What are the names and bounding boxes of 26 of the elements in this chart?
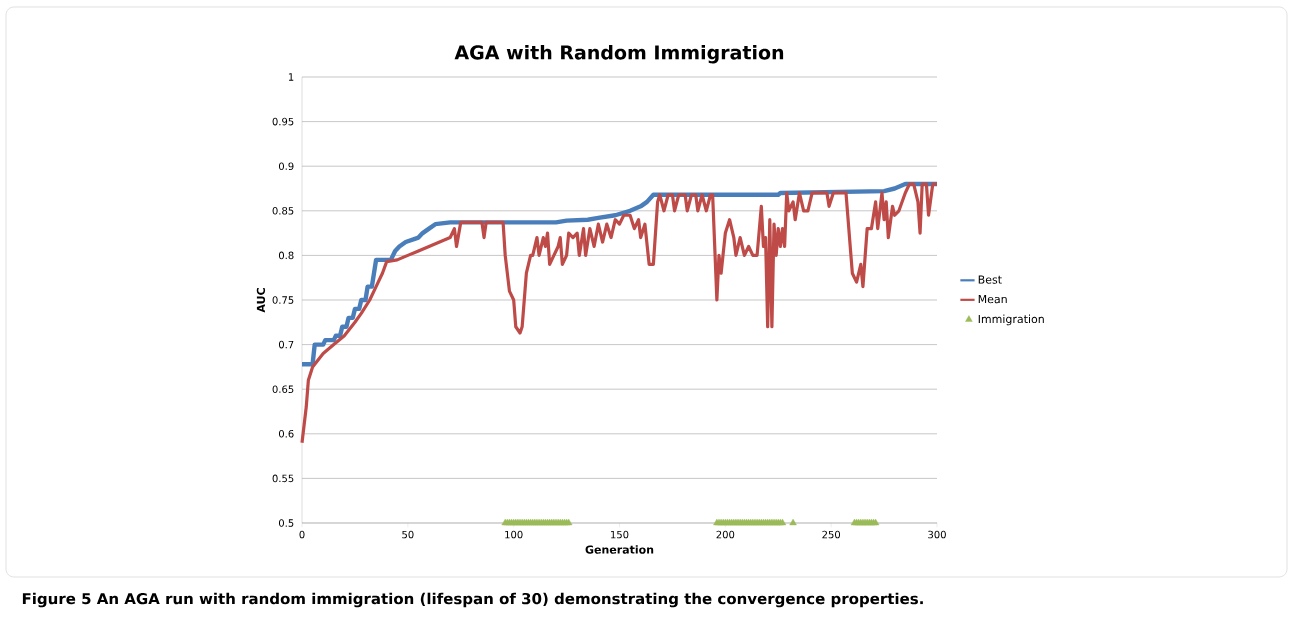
y-tick-label: 0.8 (278, 251, 294, 260)
y-tick-label: 0.5 (278, 519, 294, 527)
x-tick-label: 150 (611, 530, 629, 539)
x-tick-label: 100 (505, 530, 523, 539)
y-tick-label: 0.7 (278, 340, 294, 349)
y-tick-label: 0.9 (278, 162, 294, 170)
legend-label: Best (978, 275, 1002, 284)
y-tick-label: 0.95 (272, 117, 294, 126)
legend-label: Mean (978, 295, 1007, 304)
y-tick-label: 0.6 (278, 430, 294, 438)
x-tick-label: 50 (402, 530, 414, 539)
y-tick-label: 1 (288, 73, 294, 81)
x-tick-label: 300 (928, 530, 946, 539)
chart-title: AGA with Random Immigration (454, 44, 784, 64)
y-axis-title: AUC (256, 288, 266, 313)
x-tick-label: 250 (822, 530, 841, 539)
x-axis-title: Generation (585, 545, 654, 554)
y-tick-label: 0.65 (272, 385, 294, 393)
y-tick-label: 0.75 (272, 296, 294, 304)
caption: Figure 5 An AGA run with random immigration (lifespan of 30) demonstrating the convergence properties. (22, 592, 923, 608)
legend-label: Immigration (978, 314, 1044, 326)
x-tick-label: 0 (299, 530, 305, 539)
line-series (300, 182, 939, 445)
x-tick-label: 200 (716, 530, 735, 539)
y-tick-label: 0.55 (272, 474, 294, 483)
y-tick-label: 0.85 (272, 207, 294, 215)
